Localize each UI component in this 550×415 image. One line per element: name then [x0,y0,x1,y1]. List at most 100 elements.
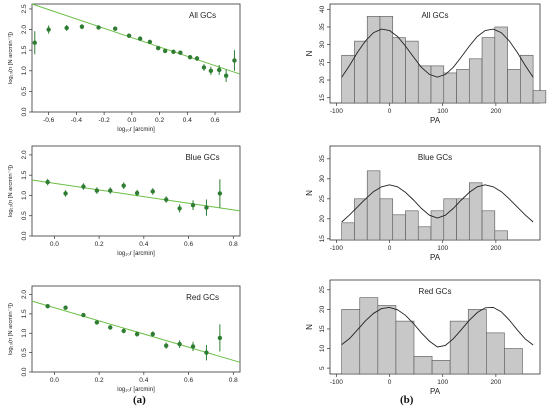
histogram-bar [379,198,394,241]
x-tick-label: -100 [330,245,343,252]
histogram-bar [354,198,368,241]
data-point [171,49,176,55]
histogram-bar [520,54,534,104]
panel-label-a: (a) [133,394,146,406]
chart-title: Blue GCs [418,153,452,162]
x-tick-label: 0 [388,108,392,115]
y-tick-label: 0.0 [21,367,28,376]
y-axis-label: N [305,324,314,330]
y-tick-label: 1.5 [21,45,28,54]
x-tick-label: 0.2 [95,241,104,248]
y-tick-label: 40 [319,5,326,13]
y-tick-label: 0.5 [21,348,28,357]
x-axis-label: log₁₀r [arcmin] [117,127,155,133]
histogram-bar [486,332,505,375]
histogram-bar [366,170,381,241]
chart-title: All GCs [189,11,216,20]
chart-title: Red GCs [419,287,452,296]
histogram-bar [431,359,451,375]
data-point [217,67,222,73]
data-point [96,25,101,30]
y-tick-label: 35 [319,23,326,31]
data-point [217,335,223,341]
y-tick-label: 2.0 [21,25,28,34]
data-point [94,320,100,325]
data-point [208,68,214,73]
x-tick-label: 0.0 [50,241,59,248]
histogram-bar [366,16,381,104]
data-point [223,73,229,78]
data-point [126,33,132,38]
chart-pa-all: -100 0 100 200 15 20 25 30 35 40 PA N All GCs [305,3,547,125]
fit-curve [341,306,534,348]
x-tick-label: 0.8 [229,377,238,384]
data-point [232,58,237,63]
y-tick-label: 1.0 [21,191,28,200]
plot-frame [31,145,241,237]
data-point [177,206,182,211]
fit-line [31,179,241,212]
fit-line [31,300,241,363]
x-axis-label: log₁₀r [arcmin] [117,251,155,257]
histogram-bar [468,58,483,104]
y-tick-label: 20 [319,215,326,223]
chart-radial-blue: 0.0 0.2 0.4 0.6 0.8 0.0 0.5 1.0 1.5 2.0 log₁₀r [ar… [8,145,241,257]
data-point [113,26,118,31]
data-point [81,184,86,189]
chart-title: Blue GCs [185,153,219,162]
data-point [121,183,126,188]
data-point [45,303,50,309]
x-axis-label: PA [430,116,441,125]
data-point [64,25,69,31]
x-tick-label: 100 [437,245,448,252]
y-axis-label: log₁₀(n [N arcmin⁻²]) [8,32,14,84]
x-tick-label: 0 [388,245,392,252]
data-point [163,343,169,348]
y-tick-label: 0.5 [21,86,28,95]
data-point [194,56,200,61]
histogram-bar [413,356,433,375]
x-axis-label: PA [430,387,441,396]
chart-radial-red: 0.0 0.2 0.4 0.6 0.8 0.0 0.5 1.0 1.5 2.0 log₁₀r [ar… [8,285,241,393]
histogram-bar [341,222,355,241]
y-axis-label: N [305,190,314,196]
histogram-bar [430,65,445,104]
histogram-bar [494,26,508,104]
x-tick-label: 100 [437,108,448,115]
histogram-bar [443,72,457,104]
y-tick-label: 30 [319,175,326,183]
data-point [155,45,161,51]
data-point [46,27,51,32]
fit-curve [341,28,534,78]
data-point [163,197,169,202]
data-point [134,331,140,337]
data-point [177,341,182,347]
histogram-bar [456,69,470,104]
y-tick-label: 15 [319,235,326,243]
data-point [190,202,196,208]
histogram-bar [377,305,397,375]
panel-label-b: (b) [400,394,414,406]
x-tick-label: 0.4 [139,377,148,384]
histogram-bar [405,210,419,241]
histogram-bar [341,309,361,375]
data-point [190,344,196,349]
y-tick-label: 1.5 [21,170,28,179]
data-point [204,205,209,210]
x-tick-label: 0.6 [211,117,220,124]
x-tick-label: 0.2 [95,377,104,384]
x-tick-label: 200 [490,379,501,386]
x-tick-label: 0.0 [50,377,59,384]
x-tick-label: 100 [437,379,448,386]
data-point [150,189,155,194]
fit-curve [341,184,534,223]
histogram-bar [354,40,368,104]
y-axis-label: N [305,50,314,56]
x-tick-label: 0.0 [127,117,136,124]
data-point [79,24,85,29]
histogram-bar [392,214,406,241]
histogram-bar [392,37,406,104]
y-tick-label: 1.5 [21,309,28,318]
y-tick-label: 15 [319,94,326,102]
